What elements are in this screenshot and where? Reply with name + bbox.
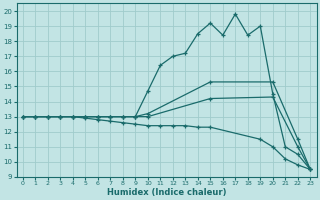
X-axis label: Humidex (Indice chaleur): Humidex (Indice chaleur) xyxy=(107,188,226,197)
